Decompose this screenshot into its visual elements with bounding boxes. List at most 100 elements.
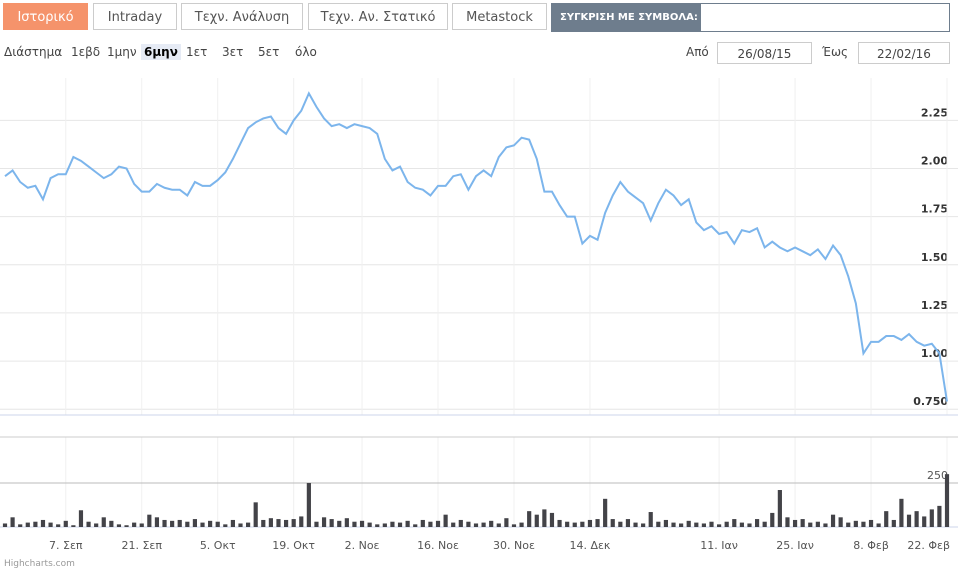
volume-bar (815, 521, 820, 527)
volume-bar (268, 518, 273, 527)
volume-bar (200, 522, 205, 527)
volume-bar (435, 520, 441, 527)
from-label: Από (686, 45, 709, 59)
volume-bar (868, 519, 874, 527)
volume-bar (208, 520, 213, 527)
volume-bar (572, 522, 577, 527)
volume-bar (656, 521, 661, 527)
volume-bar (329, 519, 334, 527)
volume-bar (504, 518, 509, 527)
tab[interactable]: Τεχν. Αν. Στατικό (308, 3, 448, 30)
volume-bar (40, 519, 46, 527)
volume-bar (861, 521, 866, 527)
volume-bar (78, 510, 84, 527)
volume-bar (785, 517, 790, 527)
volume-bar (101, 517, 106, 527)
volume-bar (25, 522, 30, 527)
compare-input[interactable] (700, 3, 950, 32)
volume-bar (124, 525, 129, 527)
x-tick-label: 16. Νοε (417, 539, 459, 552)
x-tick-label: 25. Ιαν (776, 539, 814, 552)
y-tick-label: 1.00 (921, 347, 948, 360)
volume-bar (899, 498, 904, 527)
volume-bar (413, 524, 418, 527)
x-tick-label: 7. Σεπ (49, 539, 83, 552)
volume-bar (170, 520, 175, 527)
volume-bar (671, 522, 676, 527)
volume-bar (428, 521, 433, 527)
tab[interactable]: Ιστορικό (3, 3, 88, 30)
volume-bar (534, 514, 539, 527)
volume-bar (443, 514, 448, 527)
volume-bar (808, 522, 813, 527)
compare-label: ΣΥΓΚΡΙΣΗ ΜΕ ΣΥΜΒΟΛΑ: (551, 3, 700, 32)
volume-bar (481, 522, 486, 527)
volume-bar (694, 522, 699, 527)
volume-bar (580, 521, 585, 527)
volume-bar (458, 519, 463, 527)
x-tick-label: 21. Σεπ (121, 539, 162, 552)
volume-bar (177, 519, 182, 527)
volume-bar (215, 521, 220, 527)
volume-bar (686, 520, 691, 527)
volume-bar (359, 520, 365, 527)
y-tick-label: 2.00 (921, 155, 948, 168)
from-input[interactable]: 26/08/15 (717, 42, 812, 64)
volume-bar (451, 522, 456, 527)
volume-bar (223, 524, 228, 527)
x-tick-label: 22. Φεβ (907, 539, 950, 552)
y-tick-label: 0.750 (913, 395, 948, 408)
volume-bar (33, 521, 38, 527)
volume-bar (618, 521, 623, 527)
volume-bar (185, 521, 190, 527)
volume-bar (929, 509, 934, 527)
volume-bar (625, 519, 631, 527)
volume-bar (466, 521, 471, 527)
y-tick-label: 1.75 (921, 203, 948, 216)
x-tick-label: 2. Νοε (345, 539, 380, 552)
volume-bar (792, 519, 798, 527)
volume-bar (648, 512, 653, 527)
range-button[interactable]: 3ετ (222, 45, 244, 59)
volume-bar (496, 523, 501, 527)
volume-bar (527, 511, 532, 527)
volume-bar (823, 523, 828, 527)
range-button[interactable]: 1μην (107, 45, 137, 59)
volume-bar (777, 490, 782, 527)
y-tick-label: 1.25 (921, 299, 948, 312)
volume-bar (770, 512, 775, 527)
volume-bar (549, 512, 555, 527)
volume-bar (63, 520, 68, 527)
tab[interactable]: Τεχν. Ανάλυση (181, 3, 303, 30)
volume-bar (109, 520, 114, 527)
to-input[interactable]: 22/02/16 (858, 42, 950, 64)
tab[interactable]: Metastock (452, 3, 547, 30)
volume-bar (922, 516, 927, 527)
volume-bar (397, 522, 403, 527)
volume-bar (565, 521, 570, 527)
range-button[interactable]: 5ετ (258, 45, 280, 59)
to-label: Έως (822, 45, 849, 59)
volume-bar (610, 519, 615, 527)
volume-bar (747, 523, 752, 527)
range-button[interactable]: 1ετ (186, 45, 208, 59)
volume-bar (679, 523, 684, 527)
volume-bar (914, 511, 919, 527)
volume-bar (633, 522, 638, 527)
volume-bar (48, 522, 53, 527)
volume-bar (367, 522, 372, 527)
range-button[interactable]: 1εβδ (71, 45, 101, 59)
volume-bar (663, 519, 669, 527)
volume-bar (132, 522, 137, 527)
volume-bar (246, 522, 251, 527)
volume-bar (884, 511, 889, 527)
volume-bar (846, 522, 851, 527)
tab[interactable]: Intraday (93, 3, 177, 30)
credits[interactable]: Highcharts.com (4, 559, 75, 569)
x-tick-label: 5. Οκτ (200, 539, 236, 552)
volume-bar (853, 520, 858, 527)
range-button[interactable]: 6μην (141, 44, 181, 60)
x-tick-label: 8. Φεβ (853, 539, 889, 552)
range-button[interactable]: όλο (295, 45, 317, 59)
